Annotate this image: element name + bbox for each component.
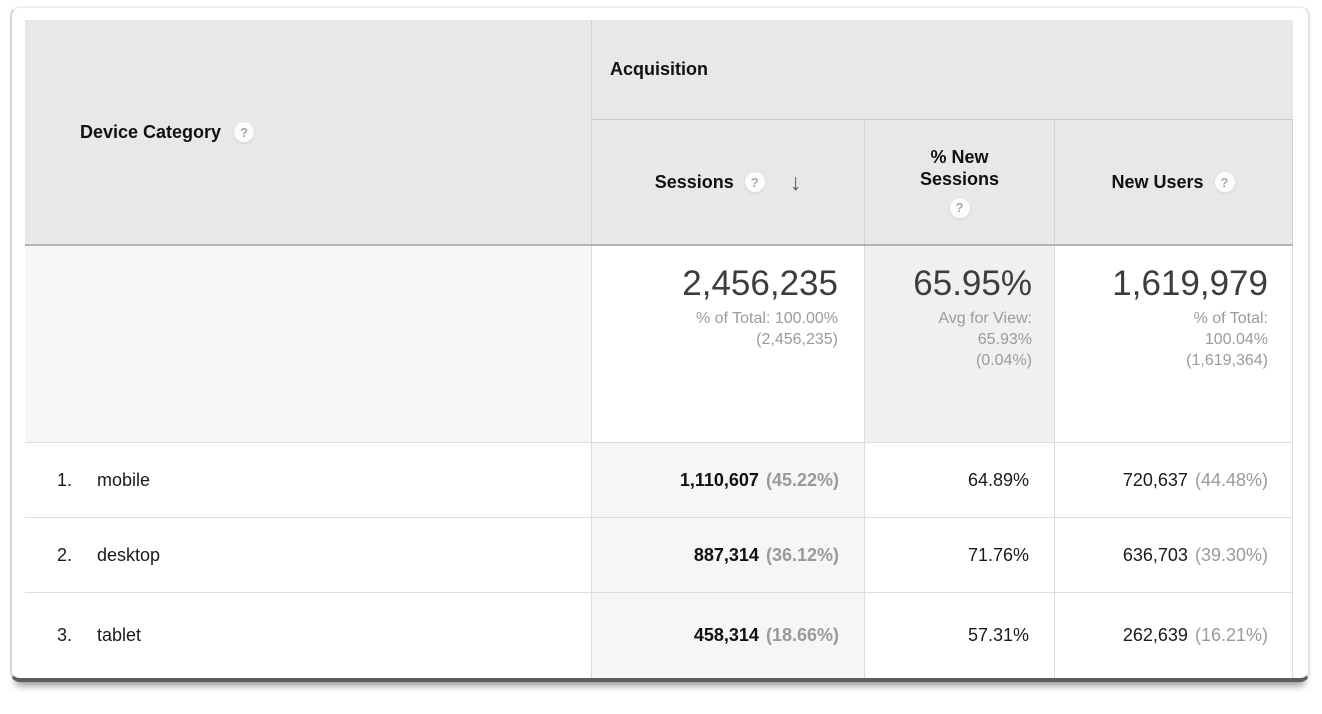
new-users-cell: 262,639 (16.21%) xyxy=(1055,593,1293,678)
device-cell: 3. tablet xyxy=(25,593,592,678)
new-users-note-line3: (1,619,364) xyxy=(1186,352,1268,369)
sessions-total-note: % of Total: 100.00% (2,456,235) xyxy=(592,308,838,350)
pct-new-note-line3: (0.04%) xyxy=(975,352,1032,369)
pct-new-sessions-avg-value: 65.95% xyxy=(913,264,1032,303)
sessions-total-note-line1: % of Total: 100.00% xyxy=(695,310,838,327)
column-header-pct-new-sessions[interactable]: % New Sessions ? xyxy=(865,120,1055,244)
help-icon[interactable]: ? xyxy=(1213,171,1236,193)
new-users-cell: 636,703 (39.30%) xyxy=(1055,518,1293,592)
pct-new-sessions-value: 71.76% xyxy=(967,544,1029,565)
summary-pct-new-sessions-cell: 65.95% Avg for View: 65.93% (0.04%) xyxy=(865,246,1055,442)
row-rank: 1. xyxy=(57,469,73,490)
pct-new-sessions-cell: 57.31% xyxy=(865,593,1055,678)
analytics-table: Device Category ? Acquisition Sessions ?… xyxy=(25,20,1293,678)
sessions-value: 458,314 xyxy=(693,625,759,645)
new-users-value: 262,639 xyxy=(1122,625,1188,645)
new-users-share: (39.30%) xyxy=(1194,544,1268,565)
column-header-device-category[interactable]: Device Category ? xyxy=(25,20,592,244)
device-link[interactable]: tablet xyxy=(97,625,142,645)
new-users-share: (16.21%) xyxy=(1194,625,1268,645)
summary-new-users-cell: 1,619,979 % of Total: 100.04% (1,619,364… xyxy=(1055,246,1293,442)
pct-new-sessions-cell: 71.76% xyxy=(865,518,1055,592)
device-category-header-label: Device Category xyxy=(80,121,222,142)
sessions-share: (36.12%) xyxy=(765,544,839,565)
sessions-header-label: Sessions xyxy=(654,171,734,192)
new-users-note-line2: 100.04% xyxy=(1204,331,1268,348)
new-users-value: 636,703 xyxy=(1122,544,1188,565)
pct-new-sessions-avg-note: Avg for View: 65.93% (0.04%) xyxy=(865,308,1032,371)
column-header-sessions[interactable]: Sessions ? ↓ xyxy=(592,120,865,244)
sessions-cell: 1,110,607 (45.22%) xyxy=(592,443,865,517)
sessions-total-value: 2,456,235 xyxy=(682,264,838,303)
summary-device-cell xyxy=(25,246,592,442)
sort-descending-icon[interactable]: ↓ xyxy=(789,168,802,195)
new-users-total-value: 1,619,979 xyxy=(1112,264,1268,303)
row-rank: 3. xyxy=(57,625,73,645)
sessions-value: 1,110,607 xyxy=(679,469,759,490)
sessions-share: (18.66%) xyxy=(765,625,839,645)
device-cell: 1. mobile xyxy=(25,443,592,517)
pct-new-note-line1: Avg for View: xyxy=(938,310,1032,327)
table-row: 3. tablet 458,314 (18.66%) 57.31% 262,63… xyxy=(25,593,1293,678)
pct-new-sessions-value: 57.31% xyxy=(967,625,1029,645)
device-link[interactable]: desktop xyxy=(97,544,161,565)
help-icon[interactable]: ? xyxy=(233,121,256,143)
new-users-header-label: New Users xyxy=(1111,171,1204,192)
row-rank: 2. xyxy=(57,544,73,565)
help-icon[interactable]: ? xyxy=(948,196,971,219)
new-users-value: 720,637 xyxy=(1122,469,1188,490)
device-link[interactable]: mobile xyxy=(97,469,151,490)
pct-new-note-line2: 65.93% xyxy=(977,331,1032,348)
pct-new-sessions-cell: 64.89% xyxy=(865,443,1055,517)
pct-new-sessions-header-line2: Sessions xyxy=(919,168,1000,189)
pct-new-sessions-header-line1: % New xyxy=(930,146,989,167)
new-users-cell: 720,637 (44.48%) xyxy=(1055,443,1293,517)
help-icon[interactable]: ? xyxy=(743,171,766,193)
sessions-value: 887,314 xyxy=(693,544,759,565)
pct-new-sessions-value: 64.89% xyxy=(967,469,1029,490)
summary-sessions-cell: 2,456,235 % of Total: 100.00% (2,456,235… xyxy=(592,246,865,442)
table-header: Device Category ? Acquisition Sessions ?… xyxy=(25,20,1293,246)
group-header-acquisition: Acquisition xyxy=(592,20,1293,120)
sessions-share: (45.22%) xyxy=(765,469,839,490)
new-users-note-line1: % of Total: xyxy=(1193,310,1268,327)
table-row: 2. desktop 887,314 (36.12%) 71.76% 636,7… xyxy=(25,518,1293,593)
sessions-cell: 887,314 (36.12%) xyxy=(592,518,865,592)
screenshot-frame: Device Category ? Acquisition Sessions ?… xyxy=(10,6,1310,682)
table-row: 1. mobile 1,110,607 (45.22%) 64.89% 720,… xyxy=(25,443,1293,518)
sessions-total-note-line2: (2,456,235) xyxy=(756,331,838,348)
new-users-share: (44.48%) xyxy=(1194,469,1268,490)
summary-row: 2,456,235 % of Total: 100.00% (2,456,235… xyxy=(25,246,1293,443)
column-header-new-users[interactable]: New Users ? xyxy=(1055,120,1293,244)
new-users-total-note: % of Total: 100.04% (1,619,364) xyxy=(1055,308,1268,371)
acquisition-header-label: Acquisition xyxy=(610,59,708,79)
device-cell: 2. desktop xyxy=(25,518,592,592)
sessions-cell: 458,314 (18.66%) xyxy=(592,593,865,678)
